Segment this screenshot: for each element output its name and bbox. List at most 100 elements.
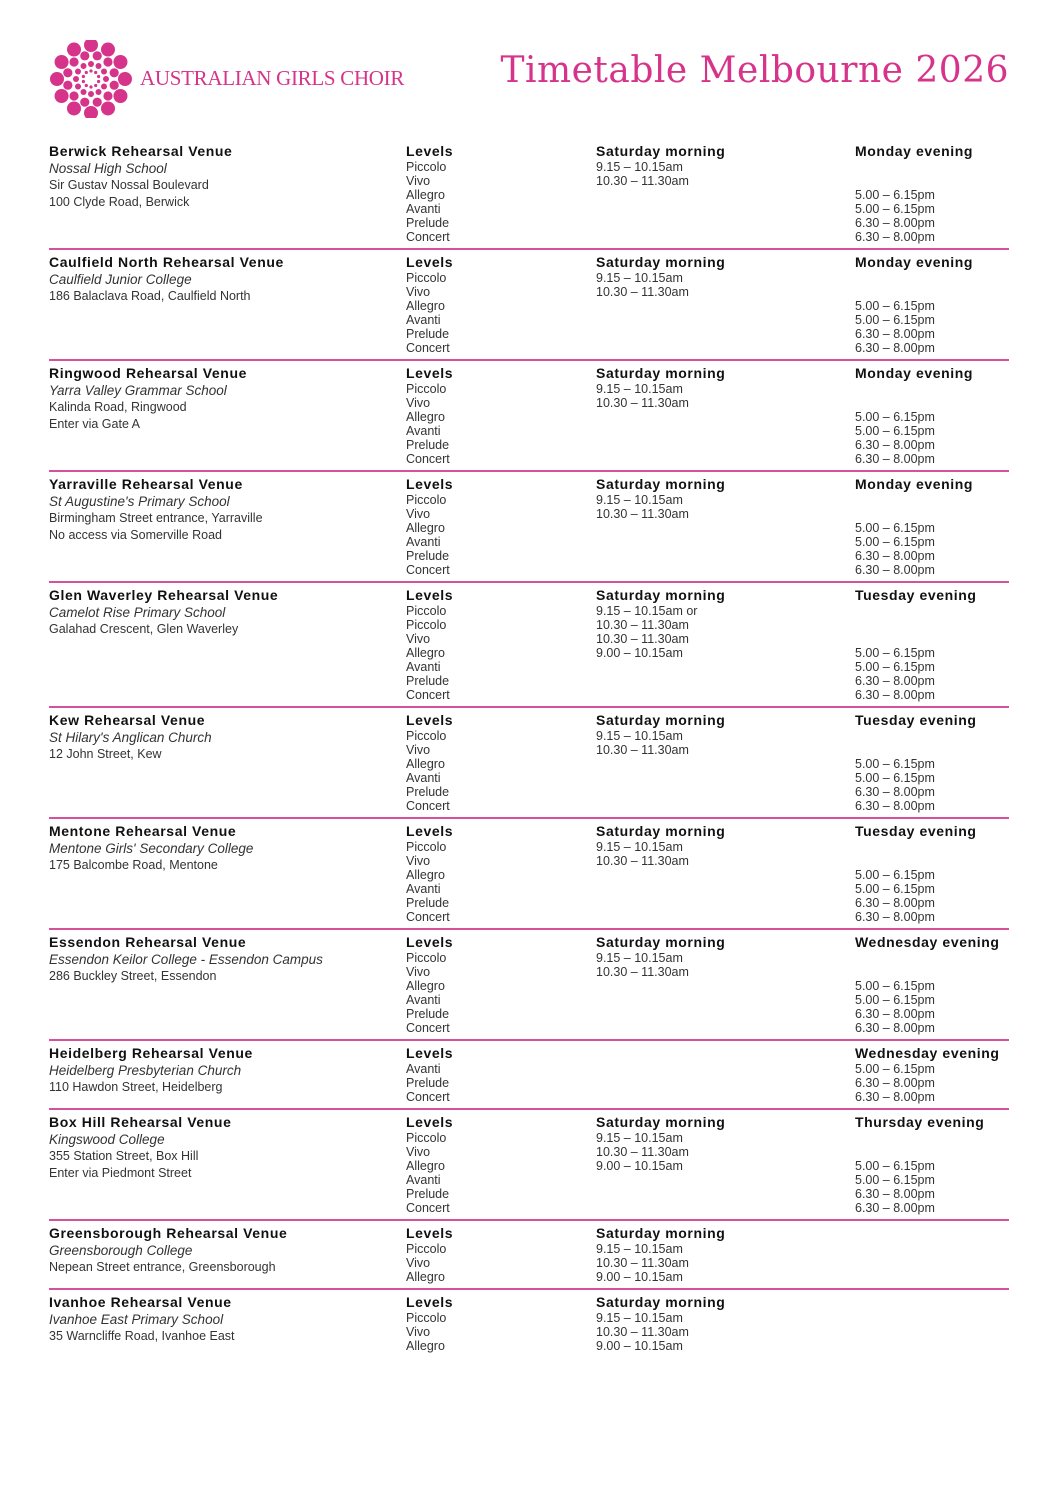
level-item: Vivo bbox=[406, 743, 431, 757]
evening-time: 5.00 – 6.15pm bbox=[855, 521, 935, 535]
level-item: Allegro bbox=[406, 979, 445, 993]
evening-time: 6.30 – 8.00pm bbox=[855, 1187, 935, 1201]
level-item: Vivo bbox=[406, 285, 431, 299]
saturday-time: 9.00 – 10.15am bbox=[596, 646, 683, 660]
level-item: Vivo bbox=[406, 854, 431, 868]
venue-name: Essendon Rehearsal Venue bbox=[49, 934, 247, 950]
venue-name: Mentone Rehearsal Venue bbox=[49, 823, 237, 839]
levels-list: Piccolo Vivo Allegro bbox=[406, 1311, 596, 1353]
venue-name: Glen Waverley Rehearsal Venue bbox=[49, 587, 279, 603]
levels-list: Piccolo Vivo Allegro Avanti Prelude Concert bbox=[406, 951, 596, 1035]
logo-dot bbox=[75, 83, 82, 90]
logo-dot bbox=[95, 88, 102, 95]
evening-time: 6.30 – 8.00pm bbox=[855, 341, 935, 355]
venue-section: Yarraville Rehearsal Venue St Augustine's… bbox=[49, 472, 1009, 583]
saturday-heading: Saturday morning bbox=[596, 587, 726, 603]
evening-times: 5.00 – 6.15pm 5.00 – 6.15pm 6.30 – 8.00pm 6… bbox=[855, 604, 1009, 702]
level-item: Prelude bbox=[406, 549, 450, 563]
level-item: Piccolo bbox=[406, 729, 447, 743]
level-item: Piccolo bbox=[406, 493, 447, 507]
logo-dot bbox=[103, 76, 109, 82]
saturday-time: 9.15 – 10.15am bbox=[596, 1131, 683, 1145]
evening-heading: Wednesday evening bbox=[855, 1045, 1000, 1061]
evening-time: 6.30 – 8.00pm bbox=[855, 688, 935, 702]
logo-dot bbox=[81, 79, 85, 84]
logo-dot bbox=[84, 40, 98, 52]
evening-time: 6.30 – 8.00pm bbox=[855, 549, 935, 563]
level-item: Piccolo bbox=[406, 604, 447, 618]
saturday-time: 10.30 – 11.30am bbox=[596, 1145, 689, 1159]
saturday-time: 9.15 – 10.15am bbox=[596, 729, 683, 743]
logo-dot bbox=[84, 70, 88, 75]
evening-time: 5.00 – 6.15pm bbox=[855, 646, 935, 660]
saturday-time: 9.00 – 10.15am bbox=[596, 1159, 683, 1173]
logo-dot bbox=[88, 61, 94, 67]
level-item: Piccolo bbox=[406, 951, 447, 965]
venue-info: Ivanhoe Rehearsal Venue Ivanhoe East Prim… bbox=[49, 1293, 406, 1353]
logo-dot bbox=[67, 101, 81, 116]
saturday-time: 9.15 – 10.15am bbox=[596, 493, 683, 507]
evening-time: 6.30 – 8.00pm bbox=[855, 216, 935, 230]
saturday-time: 10.30 – 11.30am bbox=[596, 618, 689, 632]
logo-dot bbox=[89, 69, 93, 73]
evening-heading: Thursday evening bbox=[855, 1114, 985, 1130]
logo-dot bbox=[100, 68, 107, 75]
saturday-times: 9.15 – 10.15am 10.30 – 11.30am bbox=[596, 160, 855, 188]
levels-heading: Levels bbox=[406, 823, 454, 839]
saturday-column: Saturday morning 9.15 – 10.15am 10.30 – 11… bbox=[596, 933, 855, 1035]
level-item: Avanti bbox=[406, 882, 441, 896]
level-item: Piccolo bbox=[406, 1311, 447, 1325]
venue-address-line: Kalinda Road, Ringwood bbox=[49, 400, 187, 414]
venue-address-line: Birmingham Street entrance, Yarraville bbox=[49, 511, 263, 525]
level-item: Avanti bbox=[406, 660, 441, 674]
saturday-times: 9.15 – 10.15am 10.30 – 11.30am 9.00 – 10.1… bbox=[596, 1131, 855, 1173]
evening-time: 5.00 – 6.15pm bbox=[855, 424, 935, 438]
logo-dot bbox=[94, 83, 98, 88]
saturday-time: 10.30 – 11.30am bbox=[596, 632, 689, 646]
header: AUSTRALIAN GIRLS CHOIR Timetable Melbour… bbox=[0, 0, 1059, 130]
venue-name: Ringwood Rehearsal Venue bbox=[49, 365, 247, 381]
venue-info: Essendon Rehearsal Venue Essendon Keilor … bbox=[49, 933, 406, 1035]
evening-time: 5.00 – 6.15pm bbox=[855, 868, 935, 882]
venue-section: Glen Waverley Rehearsal Venue Camelot Ris… bbox=[49, 583, 1009, 708]
evening-time: 5.00 – 6.15pm bbox=[855, 1173, 935, 1187]
saturday-times: 9.15 – 10.15am 10.30 – 11.30am 9.00 – 10.1… bbox=[596, 1242, 855, 1284]
saturday-heading: Saturday morning bbox=[596, 365, 726, 381]
evening-time: 5.00 – 6.15pm bbox=[855, 299, 935, 313]
venue-address-line: 35 Warncliffe Road, Ivanhoe East bbox=[49, 1329, 235, 1343]
levels-heading: Levels bbox=[406, 1225, 454, 1241]
venue-address-line: Galahad Crescent, Glen Waverley bbox=[49, 622, 239, 636]
level-item: Allegro bbox=[406, 1159, 445, 1173]
venue-section: Ivanhoe Rehearsal Venue Ivanhoe East Prim… bbox=[49, 1290, 1009, 1357]
levels-column: Levels Piccolo Vivo Allegro Avanti Prelude Con… bbox=[406, 1113, 596, 1215]
evening-time: 6.30 – 8.00pm bbox=[855, 674, 935, 688]
logo-dot bbox=[80, 88, 87, 95]
saturday-heading: Saturday morning bbox=[596, 254, 726, 270]
saturday-column: Saturday morning 9.15 – 10.15am 10.30 – 11… bbox=[596, 364, 855, 466]
logo-dot bbox=[94, 70, 98, 75]
venue-name: Box Hill Rehearsal Venue bbox=[49, 1114, 232, 1130]
logo-dot bbox=[89, 85, 93, 89]
venue-name: Greensborough Rehearsal Venue bbox=[49, 1225, 288, 1241]
levels-list: Piccolo Vivo Allegro Avanti Prelude Concert bbox=[406, 1131, 596, 1215]
venue-school: St Augustine's Primary School bbox=[49, 494, 230, 509]
level-item: Concert bbox=[406, 1090, 450, 1104]
levels-list: Avanti Prelude Concert bbox=[406, 1062, 596, 1104]
levels-column: Levels Piccolo Vivo Allegro Avanti Prelude Con… bbox=[406, 364, 596, 466]
evening-time: 6.30 – 8.00pm bbox=[855, 327, 935, 341]
saturday-times: 9.15 – 10.15am 10.30 – 11.30am bbox=[596, 271, 855, 299]
saturday-time: 9.15 – 10.15am or bbox=[596, 604, 698, 618]
evening-time: 6.30 – 8.00pm bbox=[855, 1201, 935, 1215]
venue-school: Camelot Rise Primary School bbox=[49, 605, 226, 620]
level-item: Vivo bbox=[406, 1256, 431, 1270]
level-item: Prelude bbox=[406, 674, 450, 688]
venue-info: Mentone Rehearsal Venue Mentone Girls' Se… bbox=[49, 822, 406, 924]
venue-section: Box Hill Rehearsal Venue Kingswood Colleg… bbox=[49, 1110, 1009, 1221]
evening-column: Wednesday evening 5.00 – 6.15pm 5.00 – 6.1… bbox=[855, 933, 1009, 1035]
venue-info: Ringwood Rehearsal Venue Yarra Valley Gra… bbox=[49, 364, 406, 466]
evening-heading: Tuesday evening bbox=[855, 712, 977, 728]
evening-time: 5.00 – 6.15pm bbox=[855, 882, 935, 896]
saturday-time: 9.00 – 10.15am bbox=[596, 1339, 683, 1353]
evening-times: 5.00 – 6.15pm 5.00 – 6.15pm 6.30 – 8.00pm 6… bbox=[855, 840, 1009, 924]
evening-times: 5.00 – 6.15pm 5.00 – 6.15pm 6.30 – 8.00pm 6… bbox=[855, 493, 1009, 577]
